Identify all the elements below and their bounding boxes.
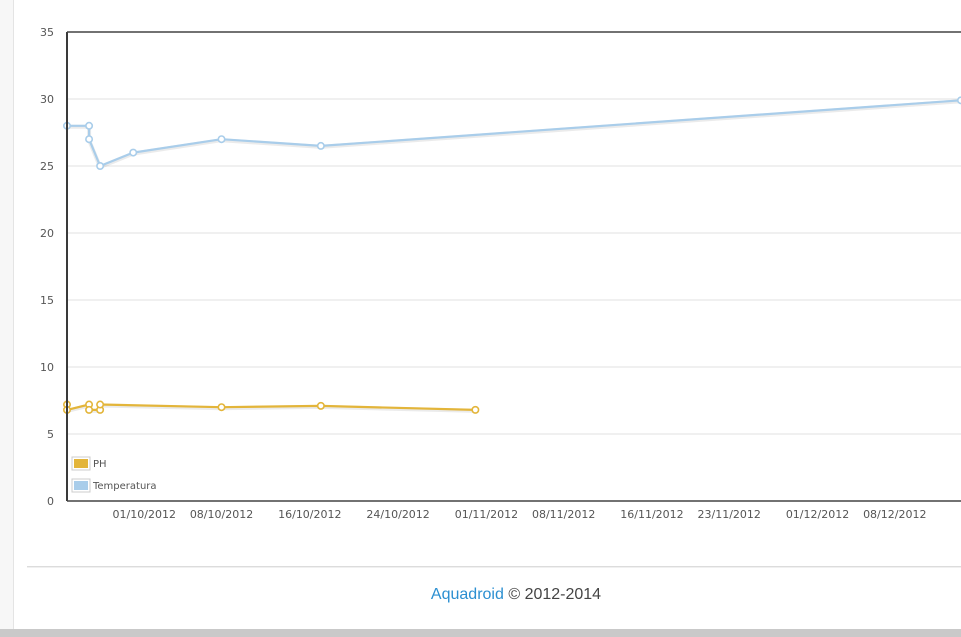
data-point[interactable]: [85, 121, 94, 130]
legend-label: PH: [93, 459, 107, 470]
y-tick-label: 30: [40, 93, 54, 106]
y-tick-label: 5: [47, 428, 54, 441]
data-point[interactable]: [471, 405, 480, 414]
y-tick-label: 25: [40, 160, 54, 173]
data-point[interactable]: [316, 401, 325, 410]
data-point[interactable]: [217, 135, 226, 144]
x-axis-ticks: 01/10/2012 08/10/2012 16/10/2012 24/10/2012…: [113, 508, 927, 521]
data-point[interactable]: [96, 162, 105, 171]
legend-swatch-1: [74, 481, 88, 490]
x-tick-label: 08/10/2012: [190, 508, 253, 521]
series-layer: [62, 96, 961, 414]
footer: Aquadroid © 2012-2014: [0, 586, 961, 604]
x-tick-label: 08/12/2012: [863, 508, 926, 521]
x-tick-label: 08/11/2012: [532, 508, 595, 521]
x-tick-label: 23/11/2012: [698, 508, 761, 521]
grid-lines: [67, 98, 961, 435]
series-line-1: [67, 99, 961, 168]
x-tick-label: 01/11/2012: [455, 508, 518, 521]
x-tick-label: 16/11/2012: [620, 508, 683, 521]
data-point[interactable]: [129, 148, 138, 157]
copyright-text: © 2012-2014: [508, 586, 602, 603]
line-chart: 0 5 10 15 20 25 30 35 01/10/2012 08/10/2012 16/10…: [40, 26, 961, 521]
left-gutter: [0, 0, 13, 629]
footer-divider: [27, 566, 961, 568]
data-point[interactable]: [85, 405, 94, 414]
legend-swatch-0: [74, 459, 88, 468]
y-tick-label: 15: [40, 294, 54, 307]
data-point[interactable]: [96, 400, 105, 409]
y-tick-label: 20: [40, 227, 54, 240]
y-axis-ticks: 0 5 10 15 20 25 30 35: [40, 26, 54, 508]
horizontal-scrollbar[interactable]: [0, 629, 961, 637]
legend-label: Temperatura: [92, 481, 157, 492]
data-point[interactable]: [316, 141, 325, 150]
y-tick-label: 10: [40, 361, 54, 374]
x-tick-label: 01/12/2012: [786, 508, 849, 521]
legend: PH Temperatura: [71, 456, 157, 493]
data-point[interactable]: [217, 403, 226, 412]
x-tick-label: 16/10/2012: [278, 508, 341, 521]
x-tick-label: 24/10/2012: [366, 508, 429, 521]
left-border: [13, 0, 14, 629]
y-tick-label: 0: [47, 495, 54, 508]
x-tick-label: 01/10/2012: [113, 508, 176, 521]
y-tick-label: 35: [40, 26, 54, 39]
series-shadow-1: [67, 99, 961, 170]
data-point[interactable]: [85, 135, 94, 144]
brand-link[interactable]: Aquadroid: [430, 586, 504, 603]
